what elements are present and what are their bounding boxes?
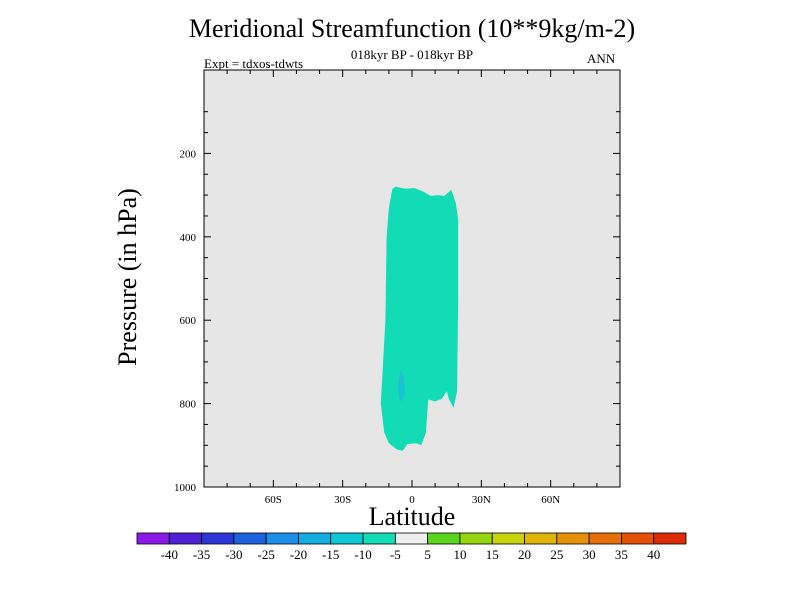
colorbar-box — [621, 532, 655, 545]
colorbar-box — [394, 532, 429, 545]
colorbar-label: -35 — [193, 547, 210, 562]
colorbar-label: 35 — [615, 547, 628, 562]
colorbar-box — [201, 532, 235, 545]
colorbar-box — [233, 532, 267, 545]
chart-subtitle: 018kyr BP - 018kyr BP — [350, 47, 474, 62]
x-axis-label: Latitude — [368, 502, 456, 531]
season-label: ANN — [587, 51, 616, 66]
colorbar-label: -10 — [354, 547, 371, 562]
y-tick-label: 1000 — [174, 482, 197, 494]
contour-region-1 — [397, 370, 406, 402]
colorbar-box — [362, 532, 396, 545]
x-tick-label: 30S — [334, 494, 351, 506]
colorbar-label: 40 — [647, 547, 660, 562]
colorbar-label: -5 — [390, 547, 401, 562]
colorbar-label: 15 — [486, 547, 499, 562]
colorbar-label: -30 — [225, 547, 242, 562]
y-tick-label: 200 — [180, 148, 197, 160]
colorbar-box — [491, 532, 525, 545]
colorbar-box — [330, 532, 364, 545]
y-tick-label: 600 — [180, 315, 197, 327]
colorbar-label: -20 — [290, 547, 307, 562]
colorbar-box — [524, 532, 558, 545]
y-tick-label: 800 — [180, 399, 197, 411]
colorbar-box — [298, 532, 332, 545]
colorbar-box — [265, 532, 299, 545]
colorbar-box — [653, 532, 687, 545]
y-tick-label: 400 — [180, 232, 197, 244]
colorbar-label: 10 — [453, 547, 466, 562]
colorbar-label: 20 — [518, 547, 531, 562]
x-tick-label: 60N — [541, 494, 560, 506]
colorbar-box — [136, 532, 170, 545]
colorbar-box — [556, 532, 590, 545]
colorbar-label: -15 — [322, 547, 339, 562]
x-tick-label: 0 — [409, 494, 415, 506]
experiment-label: Expt = tdxos-tdwts — [204, 56, 304, 71]
x-tick-label: 30N — [472, 494, 491, 506]
colorbar-box — [459, 532, 493, 545]
colorbar-label: -40 — [161, 547, 178, 562]
colorbar-label: 5 — [424, 547, 431, 562]
colorbar-box — [588, 532, 622, 545]
chart-title: Meridional Streamfunction (10**9kg/m-2) — [188, 14, 636, 43]
colorbar-box — [427, 532, 461, 545]
colorbar-label: -25 — [258, 547, 275, 562]
colorbar-label: 30 — [583, 547, 596, 562]
colorbar-label: 25 — [550, 547, 563, 562]
x-tick-label: 60S — [265, 494, 282, 506]
colorbar-box — [168, 532, 202, 545]
